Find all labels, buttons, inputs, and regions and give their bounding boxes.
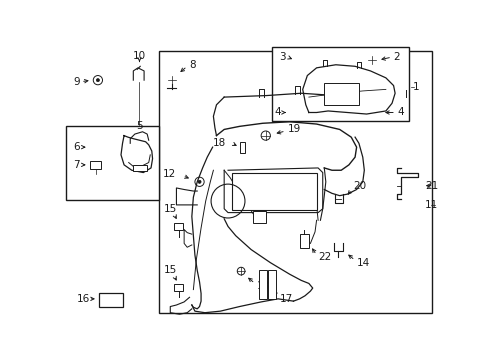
Circle shape [93,145,97,149]
Bar [272,47,409,121]
Text: 11: 11 [425,200,438,210]
Bar [66,126,159,199]
Text: 12: 12 [163,169,176,179]
Bar [232,172,317,210]
Circle shape [198,180,201,183]
Text: 5: 5 [136,121,143,131]
Text: 7: 7 [74,160,80,170]
Circle shape [405,86,407,88]
Bar [174,223,183,230]
Bar [174,284,183,291]
Text: 3: 3 [280,52,286,62]
Circle shape [300,59,303,62]
Bar [300,234,309,248]
Circle shape [294,111,296,114]
Bar [240,142,245,153]
Bar [90,161,101,169]
Text: 18: 18 [213,138,226,148]
Text: 16: 16 [76,294,90,304]
Bar [159,51,432,313]
Text: 21: 21 [425,181,438,191]
Text: 9: 9 [74,77,80,87]
Bar [324,83,359,105]
Text: 19: 19 [287,125,300,134]
Circle shape [93,180,97,183]
Bar [259,270,267,299]
Circle shape [374,111,377,114]
Text: 17: 17 [280,294,293,304]
Text: 6: 6 [74,142,80,152]
Bar [133,165,147,171]
Text: 13: 13 [257,281,270,291]
Text: 10: 10 [133,50,146,60]
Text: 15: 15 [164,265,177,275]
Text: 14: 14 [357,258,370,267]
Circle shape [107,140,110,143]
Text: 22: 22 [318,252,331,262]
Text: 20: 20 [354,181,367,192]
Bar [268,270,276,299]
Bar [253,211,266,222]
Text: 4: 4 [274,108,281,117]
Text: 4: 4 [397,108,404,117]
Text: 2: 2 [393,52,400,62]
Text: 8: 8 [190,60,196,70]
Text: 1: 1 [413,82,419,92]
Bar [99,293,122,306]
Circle shape [97,78,99,82]
Text: 15: 15 [164,204,177,214]
